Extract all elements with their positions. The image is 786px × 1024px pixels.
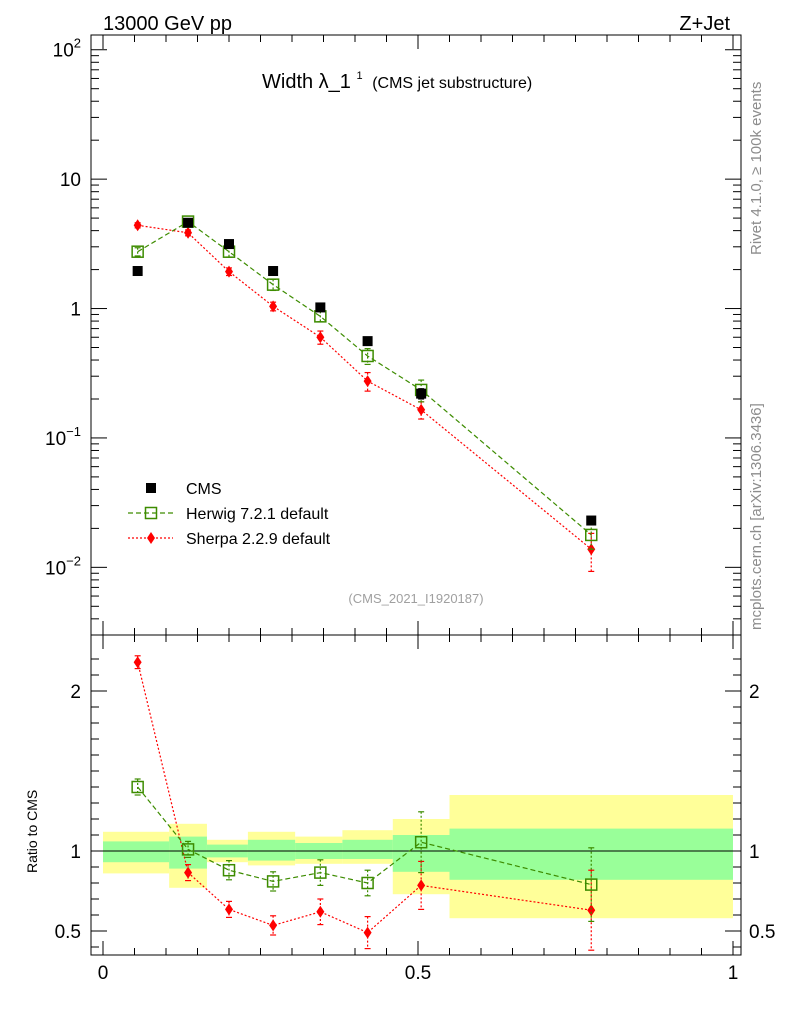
y-tick-label-exponent: 2: [74, 36, 81, 51]
legend-sherpa-marker: [147, 532, 155, 544]
ratio-sherpa-point: [363, 926, 372, 939]
y-tick-label: 10−2: [45, 553, 81, 579]
y-tick-label: 10: [60, 170, 81, 191]
main-herwig-line: [137, 220, 592, 536]
ratio-herwig-point: [131, 780, 144, 794]
main-title-text: Width λ_1: [262, 71, 351, 93]
y-tick-label-base: 10: [45, 558, 66, 579]
ratio-uncertainty-bands: [103, 795, 733, 919]
main-sherpa-point: [363, 375, 372, 388]
main-cms-point: [362, 336, 373, 347]
main-cms-point: [183, 217, 194, 228]
ratio-sherpa-line: [137, 662, 592, 934]
rivet-version-label: Rivet 4.1.0, ≥ 100k events: [748, 82, 765, 255]
ratio-y-tick-label-right: 1: [749, 842, 760, 863]
ratio-band-green: [103, 841, 170, 863]
header-right-label: Z+Jet: [679, 13, 730, 35]
x-tick-label: 0.5: [405, 963, 431, 984]
ratio-axes: 0.5 0.5 1 1 2 2 0 0.5 1: [55, 635, 775, 984]
ratio-y-tick-label: 0.5: [55, 922, 81, 943]
main-herwig-point: [585, 528, 598, 542]
legend: CMS Herwig 7.2.1 default Sherpa 2.2.9 defa…: [128, 481, 331, 548]
main-herwig-point: [131, 245, 144, 258]
ratio-curves: [131, 655, 598, 951]
main-cms-point: [586, 515, 597, 526]
main-sherpa-point: [133, 219, 142, 232]
y-tick-label-exponent: −2: [66, 553, 81, 568]
ratio-sherpa-point: [587, 904, 596, 917]
main-title: Width λ_1 1 (CMS jet substructure): [262, 62, 532, 93]
ratio-herwig-point: [266, 875, 280, 888]
legend-cms-marker: [146, 483, 156, 493]
ratio-band-green: [342, 839, 393, 859]
ratio-sherpa-point: [184, 866, 193, 879]
ratio-band-green: [247, 839, 296, 861]
ratio-sherpa-point: [133, 656, 142, 669]
y-tick-label-base: 10: [45, 429, 66, 450]
main-sherpa-point: [269, 300, 278, 313]
ratio-plot-frame: [90, 634, 742, 956]
ratio-sherpa-point: [417, 879, 426, 892]
ratio-herwig-point: [414, 835, 428, 849]
legend-herwig-label: Herwig 7.2.1 default: [186, 506, 329, 523]
legend-herwig-marker: [144, 506, 158, 520]
main-title-superscript: 1: [357, 70, 363, 82]
legend-sherpa-label: Sherpa 2.2.9 default: [186, 531, 331, 548]
ratio-herwig-point: [314, 866, 327, 879]
y-tick-label-exponent: −1: [66, 424, 81, 439]
ratio-sherpa-point: [316, 905, 325, 918]
x-tick-label: 1: [728, 963, 739, 984]
main-cms-point: [315, 302, 326, 313]
main-sherpa-point: [316, 331, 325, 344]
main-sherpa-point: [225, 265, 233, 278]
y-tick-label-base: 10: [60, 170, 81, 191]
y-tick-label-base: 10: [53, 41, 74, 62]
ratio-y-tick-label-right: 0.5: [749, 922, 775, 943]
mcplots-label: mcplots.cern.ch [arXiv:1306.3436]: [748, 403, 765, 630]
x-tick-label: 0: [98, 963, 109, 984]
ratio-herwig-point: [585, 878, 598, 891]
main-curves: [131, 215, 598, 573]
legend-cms-label: CMS: [186, 481, 222, 498]
main-herwig-point: [314, 310, 327, 323]
y-tick-label: 1: [70, 300, 81, 321]
header-left-label: 13000 GeV pp: [103, 13, 232, 35]
ratio-herwig-point: [361, 876, 374, 890]
y-tick-label-base: 1: [70, 300, 81, 321]
ratio-sherpa-point: [269, 919, 278, 932]
main-herwig-point: [266, 278, 280, 291]
ratio-panel: 0.5 0.5 1 1 2 2 0 0.5 1 Ratio to CMS: [24, 634, 775, 984]
ratio-herwig-point: [181, 843, 195, 856]
main-cms-point: [224, 239, 234, 250]
ratio-sherpa-point: [225, 903, 233, 916]
y-tick-label: 10−1: [45, 424, 81, 450]
ratio-y-axis-label: Ratio to CMS: [24, 790, 40, 873]
ratio-y-tick-label: 1: [70, 842, 81, 863]
analysis-watermark: (CMS_2021_I1920187): [348, 591, 483, 606]
main-cms-point: [268, 266, 279, 277]
ratio-herwig-line: [137, 786, 592, 886]
main-sherpa-line: [137, 224, 592, 550]
ratio-herwig-point: [222, 863, 236, 877]
main-herwig-point: [361, 349, 374, 363]
ratio-y-tick-label: 2: [70, 682, 81, 703]
main-sherpa-point: [184, 226, 193, 239]
main-title-suffix: (CMS jet substructure): [372, 75, 532, 92]
y-tick-label: 102: [53, 36, 81, 62]
main-cms-point: [132, 266, 143, 277]
ratio-y-tick-label-right: 2: [749, 682, 760, 703]
main-sherpa-point: [417, 403, 426, 416]
main-cms-point: [416, 388, 427, 399]
